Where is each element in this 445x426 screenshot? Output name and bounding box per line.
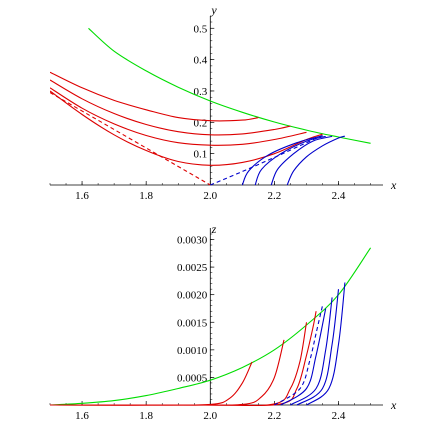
x-axis-label: x	[390, 178, 397, 192]
red-curve-3	[50, 339, 285, 406]
x-axis-label: x	[390, 398, 397, 412]
x-tick-label: 1.6	[75, 410, 89, 422]
x-tick-label: 2.2	[268, 190, 282, 202]
red-curve-6-dashed	[50, 92, 211, 186]
red-curve-4	[50, 322, 308, 406]
x-tick-label: 1.6	[75, 190, 89, 202]
y-tick-label: 0.0030	[177, 235, 208, 247]
x-tick-label: 2.0	[203, 190, 217, 202]
y-tick-label: 0.0015	[177, 317, 208, 329]
blue-curve-11	[241, 135, 323, 186]
blue-curve-7-dashed	[210, 134, 323, 186]
y-tick-label: 0.0025	[177, 262, 208, 274]
blue-curve-8	[306, 282, 346, 406]
plot-bottom-xz: 1.6 1.8 2.0 2.2 2.4 0.0005 0.0010 0.0015 0.0020 0…	[49, 222, 397, 422]
plot-top-xy: 1.6 1.8 2.0 2.2 2.4 0.1 0.2 0.3 0.4 0.5 x y	[49, 3, 397, 202]
x-tick-label: 2.4	[332, 190, 346, 202]
blue-curve-10	[254, 135, 326, 186]
y-tick-label: 0.0020	[177, 290, 208, 302]
green-curve-1	[50, 247, 372, 406]
blue-curve-8	[286, 135, 346, 186]
red-curve-2	[50, 71, 259, 122]
red-curve-5	[50, 90, 323, 166]
red-curve-2	[50, 361, 253, 406]
y-tick-label: 0.0010	[177, 345, 208, 357]
red-curve-3	[50, 79, 291, 136]
x-tick-label: 1.8	[139, 410, 153, 422]
x-tick-label: 2.2	[268, 410, 282, 422]
blue-curve-9	[270, 135, 333, 186]
blue-curve-7	[290, 297, 333, 406]
blue-curve-6-dashed	[274, 305, 324, 406]
y-tick-label: 0.0005	[177, 372, 208, 384]
y-tick-label: 0.3	[194, 86, 208, 98]
red-curve-4	[50, 87, 307, 146]
x-tick-label: 1.8	[139, 190, 153, 202]
x-tick-label: 2.0	[203, 410, 217, 422]
y-tick-label: 0.1	[194, 149, 208, 161]
x-tick-label: 2.4	[332, 410, 346, 422]
blue-curve-10	[280, 308, 327, 406]
green-curve-1	[88, 27, 371, 144]
y-tick-label: 0.2	[194, 117, 208, 129]
y-tick-label: 0.5	[194, 23, 208, 35]
y-tick-label: 0.4	[194, 55, 208, 67]
y-axis-label: z	[211, 222, 217, 236]
blue-curve-9	[296, 289, 340, 406]
y-axis-label: y	[210, 3, 217, 17]
